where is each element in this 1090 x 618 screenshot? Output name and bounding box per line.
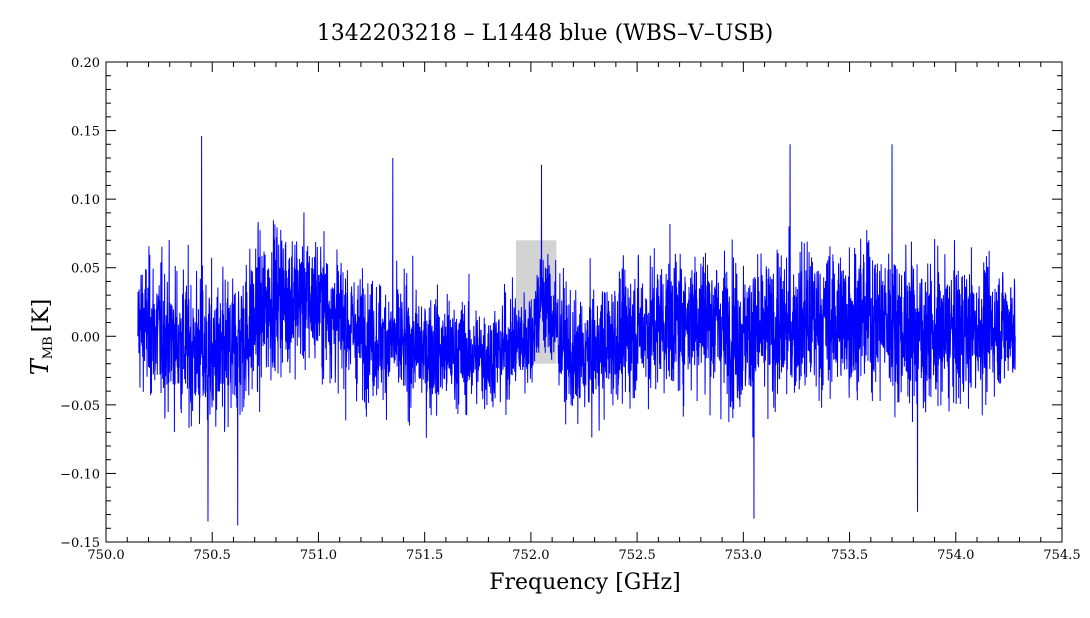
x-tick-label: 752.5 [619, 548, 656, 563]
chart-title: 1342203218 – L1448 blue (WBS–V–USB) [317, 21, 774, 46]
x-tick-label: 751.0 [300, 548, 337, 563]
x-axis-label: Frequency [GHz] [489, 570, 681, 595]
y-tick-label: 0.00 [71, 330, 100, 345]
y-tick-label: 0.20 [71, 56, 100, 71]
x-tick-label: 754.5 [1043, 548, 1080, 563]
spectrum-line [137, 136, 1016, 526]
x-tick-label: 752.0 [512, 548, 549, 563]
x-tick-label: 751.5 [406, 548, 443, 563]
x-tick-label: 753.0 [725, 548, 762, 563]
y-axis-label-unit: [K] [29, 299, 54, 333]
x-tick-label: 750.0 [87, 548, 124, 563]
y-tick-label: −0.15 [60, 536, 100, 551]
x-tick-label: 754.0 [937, 548, 974, 563]
y-axis: −0.15 −0.10 −0.05 0.00 0.05 0.10 0.15 0.20 [60, 56, 1062, 551]
y-tick-label: 0.05 [71, 262, 100, 277]
plot-frame [105, 61, 1063, 543]
y-axis-label-subscript: MB [41, 336, 56, 359]
y-axis-label: TMB [K] [26, 299, 56, 376]
y-tick-label: −0.10 [60, 467, 100, 482]
x-tick-label: 753.5 [831, 548, 868, 563]
x-axis: 750.0 750.5 751.0 751.5 752.0 752.5 753.0 753.5… [87, 62, 1081, 563]
y-tick-label: −0.05 [60, 399, 100, 414]
y-tick-label: 0.10 [71, 193, 100, 208]
y-axis-label-symbol: T [26, 357, 54, 375]
x-tick-label: 750.5 [194, 548, 231, 563]
y-tick-label: 0.15 [71, 125, 100, 140]
